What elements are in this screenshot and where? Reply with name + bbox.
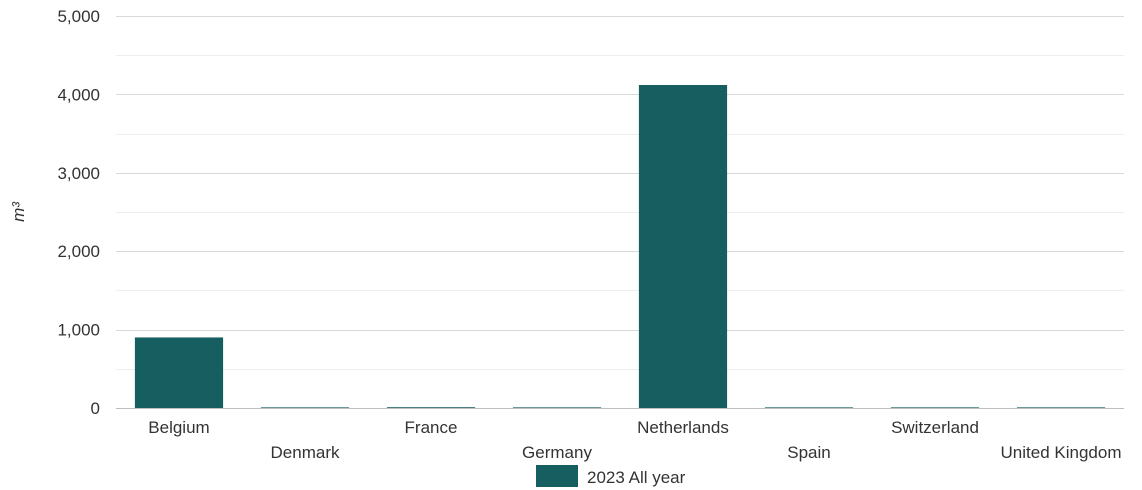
bar[interactable] xyxy=(890,407,980,408)
y-tick-label: 1,000 xyxy=(57,321,100,340)
legend-label: 2023 All year xyxy=(587,468,686,487)
x-tick-label: Spain xyxy=(787,443,830,462)
y-tick-label: 2,000 xyxy=(57,242,100,261)
bars xyxy=(134,84,1106,408)
x-tick-label: Belgium xyxy=(148,418,209,437)
y-tick-label: 0 xyxy=(91,399,100,418)
y-tick-label: 5,000 xyxy=(57,7,100,26)
bar[interactable] xyxy=(1016,407,1106,408)
x-tick-label: Germany xyxy=(522,443,592,462)
y-axis-ticks: 0 1,000 2,000 3,000 4,000 5,000 xyxy=(57,7,100,418)
y-tick-label: 3,000 xyxy=(57,164,100,183)
x-tick-label: France xyxy=(405,418,458,437)
x-axis-ticks: Belgium Denmark France Germany Netherlands Sp… xyxy=(148,418,1121,462)
x-tick-label: Netherlands xyxy=(637,418,729,437)
y-axis-title: m³ xyxy=(9,201,28,222)
x-tick-label: United Kingdom xyxy=(1001,443,1122,462)
x-tick-label: Switzerland xyxy=(891,418,979,437)
bar[interactable] xyxy=(764,407,854,408)
bar[interactable] xyxy=(512,407,602,408)
bar[interactable] xyxy=(386,407,476,408)
bar[interactable] xyxy=(134,337,224,408)
legend-swatch xyxy=(536,465,578,487)
y-tick-label: 4,000 xyxy=(57,85,100,104)
x-tick-label: Denmark xyxy=(271,443,340,462)
legend[interactable]: 2023 All year xyxy=(536,465,686,487)
bar[interactable] xyxy=(638,84,728,408)
gridlines xyxy=(116,16,1124,409)
bar[interactable] xyxy=(260,407,350,408)
